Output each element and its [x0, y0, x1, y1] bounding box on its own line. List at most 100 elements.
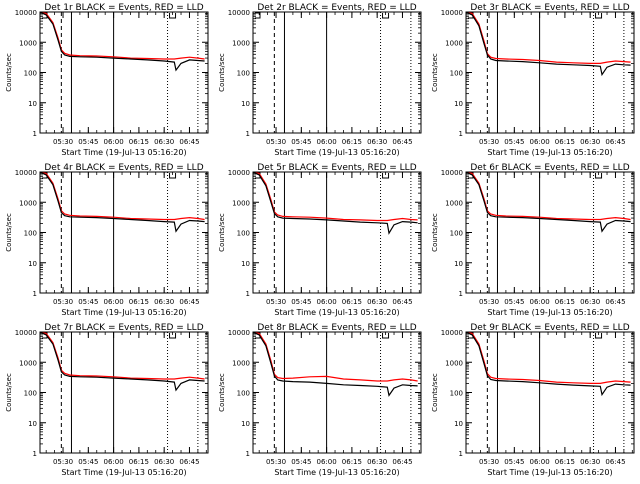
series-lld [466, 332, 631, 384]
x-axis-label: Start Time (19-Jul-13 05:16:20) [274, 148, 399, 157]
y-axis-label: Counts/sec [5, 53, 13, 92]
x-tick-label: 05:45 [291, 138, 311, 146]
x-tick-label: 06:00 [317, 298, 337, 306]
series-events [466, 172, 631, 233]
x-tick-label: 06:45 [392, 138, 412, 146]
y-tick-label: 100 [237, 70, 250, 78]
y-tick-label: 1 [33, 450, 37, 458]
x-tick-label: 06:45 [605, 298, 625, 306]
x-tick-label: 06:15 [129, 298, 149, 306]
x-tick-label: 06:30 [580, 298, 600, 306]
plot-frame [39, 11, 209, 134]
y-tick-label: 10000 [441, 9, 463, 17]
top-mid-glyph [595, 13, 603, 19]
x-tick-label: 06:15 [342, 298, 362, 306]
y-tick-label: 10000 [441, 169, 463, 177]
series-events [466, 332, 631, 397]
x-tick-label: 06:30 [367, 458, 387, 466]
plot-frame [252, 331, 422, 454]
x-axis-label: Start Time (19-Jul-13 05:16:20) [61, 148, 186, 157]
series-events [40, 332, 205, 392]
x-tick-label: 06:15 [555, 138, 575, 146]
series-lld [40, 172, 205, 221]
x-tick-label: 05:30 [479, 138, 499, 146]
x-tick-label: 06:45 [605, 138, 625, 146]
y-tick-label: 1000 [445, 199, 463, 207]
x-tick-label: 06:45 [392, 298, 412, 306]
series-events [40, 12, 205, 72]
y-axis-label: Counts/sec [431, 213, 439, 252]
x-tick-label: 05:45 [78, 458, 98, 466]
y-axis-label: Counts/sec [218, 53, 226, 92]
x-tick-label: 06:45 [392, 458, 412, 466]
panel-title: Det 5r BLACK = Events, RED = LLD [257, 163, 416, 173]
top-mid-glyph [382, 13, 390, 19]
x-tick-label: 05:45 [504, 138, 524, 146]
x-tick-label: 06:00 [104, 458, 124, 466]
y-tick-label: 10000 [441, 329, 463, 337]
y-tick-label: 10 [454, 100, 463, 108]
series-lld [466, 12, 631, 65]
y-tick-label: 1 [459, 450, 463, 458]
panel-6: Det 6r BLACK = Events, RED = LLD Counts/s… [431, 163, 635, 317]
y-tick-label: 1 [246, 290, 250, 298]
y-tick-label: 10 [28, 420, 37, 428]
x-tick-label: 05:30 [53, 298, 73, 306]
panel-title: Det 1r BLACK = Events, RED = LLD [44, 3, 203, 13]
top-mid-glyph [169, 173, 177, 179]
y-tick-label: 100 [450, 70, 463, 78]
y-axis-label: Counts/sec [431, 373, 439, 412]
panel-3: Det 3r BLACK = Events, RED = LLD Counts/s… [431, 3, 635, 157]
y-tick-label: 1 [33, 290, 37, 298]
y-tick-label: 10000 [228, 169, 250, 177]
top-mid-glyph [595, 333, 603, 339]
top-mid-glyph [382, 173, 390, 179]
y-tick-label: 10 [28, 100, 37, 108]
panel-title: Det 4r BLACK = Events, RED = LLD [44, 163, 203, 173]
y-tick-label: 100 [24, 70, 37, 78]
x-tick-label: 06:00 [104, 138, 124, 146]
y-tick-label: 100 [450, 230, 463, 238]
y-tick-label: 10000 [15, 169, 37, 177]
y-tick-label: 1000 [445, 359, 463, 367]
x-tick-label: 05:45 [291, 298, 311, 306]
x-tick-label: 05:45 [291, 458, 311, 466]
y-tick-label: 100 [24, 390, 37, 398]
y-tick-label: 100 [237, 390, 250, 398]
x-tick-label: 06:00 [317, 458, 337, 466]
top-mid-glyph [595, 173, 603, 179]
y-tick-label: 10 [241, 420, 250, 428]
x-tick-label: 06:45 [179, 138, 199, 146]
x-tick-label: 06:00 [317, 138, 337, 146]
top-mid-glyph [169, 13, 177, 19]
x-tick-label: 06:00 [104, 298, 124, 306]
x-axis-label: Start Time (19-Jul-13 05:16:20) [487, 148, 612, 157]
y-tick-label: 100 [450, 390, 463, 398]
y-axis-label: Counts/sec [431, 53, 439, 92]
top-mid-glyph [382, 333, 390, 339]
x-tick-label: 06:15 [555, 458, 575, 466]
series-events [253, 332, 418, 397]
plot-frame [39, 331, 209, 454]
panel-title: Det 3r BLACK = Events, RED = LLD [470, 3, 629, 13]
x-tick-label: 06:30 [154, 138, 174, 146]
y-tick-label: 10 [241, 260, 250, 268]
y-tick-label: 1 [33, 130, 37, 138]
y-axis-label: Counts/sec [218, 213, 226, 252]
plot-frame [465, 11, 635, 134]
x-axis-label: Start Time (19-Jul-13 05:16:20) [487, 308, 612, 317]
x-tick-label: 06:15 [129, 138, 149, 146]
x-axis-label: Start Time (19-Jul-13 05:16:20) [61, 308, 186, 317]
x-tick-label: 06:45 [179, 458, 199, 466]
y-tick-label: 1 [246, 130, 250, 138]
plot-frame [465, 171, 635, 294]
y-axis-label: Counts/sec [5, 373, 13, 412]
panel-title: Det 9r BLACK = Events, RED = LLD [470, 323, 629, 333]
panel-7: Det 7r BLACK = Events, RED = LLD Counts/s… [5, 323, 209, 477]
y-tick-label: 1 [246, 450, 250, 458]
x-tick-label: 05:30 [53, 458, 73, 466]
x-axis-label: Start Time (19-Jul-13 05:16:20) [274, 468, 399, 477]
panel-2: Det 2r BLACK = Events, RED = LLD Counts/s… [218, 3, 422, 157]
x-tick-label: 05:45 [78, 298, 98, 306]
